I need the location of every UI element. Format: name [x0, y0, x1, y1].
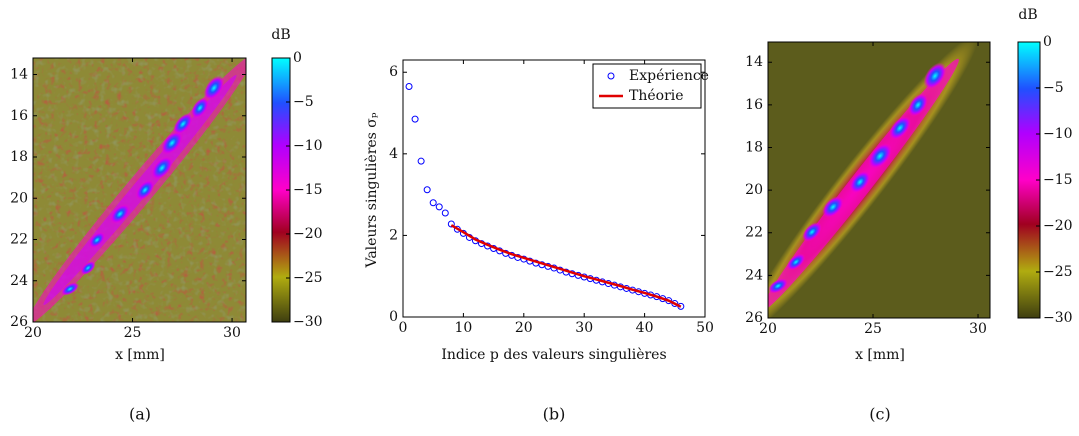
x-axis-label: x [mm]	[855, 347, 905, 363]
x-tick-label: 0	[399, 320, 408, 336]
x-tick-label: 30	[223, 325, 241, 341]
legend-box	[592, 63, 702, 109]
colorbar-tick-label: −25	[293, 270, 323, 286]
colorbar-title: dB	[271, 27, 290, 43]
caption: (a)	[129, 405, 151, 424]
y-axis-label: Valeurs singulières σₚ	[364, 112, 380, 268]
y-tick-label: 2	[389, 227, 398, 243]
y-tick-label: 24	[10, 273, 28, 289]
colorbar-tick-label: 0	[1043, 34, 1052, 50]
caption: (b)	[543, 405, 566, 424]
colorbar-tick-label: −20	[293, 226, 323, 242]
y-tick-label: 6	[389, 64, 398, 80]
y-tick-label: 22	[10, 232, 28, 248]
y-tick-label: 14	[745, 54, 763, 70]
x-tick-label: 40	[636, 320, 654, 336]
legend-label: Théorie	[629, 88, 684, 104]
heatmap-image	[33, 58, 246, 322]
colorbar-tick-label: −15	[1043, 172, 1073, 188]
y-tick-label: 0	[389, 309, 398, 325]
plot-frame	[402, 59, 706, 318]
y-tick-label: 26	[745, 310, 763, 326]
x-tick-label: 25	[864, 321, 882, 337]
colorbar-tick-label: −5	[293, 94, 314, 110]
y-tick-label: 18	[10, 149, 28, 165]
y-tick-label: 20	[745, 182, 763, 198]
y-tick-label: 16	[10, 108, 28, 124]
data-point	[417, 157, 425, 165]
theory-line	[450, 224, 682, 308]
legend-label: Expérience	[629, 68, 709, 84]
colorbar-tick-label: −30	[1043, 310, 1073, 326]
plot-frame	[767, 41, 991, 319]
data-point	[435, 203, 443, 211]
x-tick-label: 30	[575, 320, 593, 336]
colorbar-tick-label: −10	[293, 138, 323, 154]
y-tick-label: 20	[10, 190, 28, 206]
data-point	[429, 199, 437, 207]
legend-swatch	[607, 72, 615, 80]
colorbar-title: dB	[1018, 7, 1037, 23]
colorbar-tick-label: 0	[293, 50, 302, 66]
x-tick-label: 20	[759, 321, 777, 337]
y-tick-label: 26	[10, 314, 28, 330]
caption: (c)	[869, 405, 890, 424]
colorbar-tick-label: −30	[293, 314, 323, 330]
colorbar-tick-label: −5	[1043, 80, 1064, 96]
x-tick-label: 20	[515, 320, 533, 336]
plot-frame	[32, 57, 247, 323]
x-tick-label: 10	[454, 320, 472, 336]
y-tick-label: 18	[745, 139, 763, 155]
colorbar-tick-label: −25	[1043, 264, 1073, 280]
heatmap-image	[768, 42, 990, 318]
colorbar-tick-label: −10	[1043, 126, 1073, 142]
data-point	[423, 186, 431, 194]
data-point	[447, 220, 455, 228]
data-point	[405, 83, 413, 91]
y-tick-label: 24	[745, 267, 763, 283]
data-point	[441, 209, 449, 217]
x-tick-label: 30	[969, 321, 987, 337]
colorbar-tick-label: −15	[293, 182, 323, 198]
colorbar-tick-label: −20	[1043, 218, 1073, 234]
y-tick-label: 14	[10, 67, 28, 83]
y-tick-label: 22	[745, 225, 763, 241]
y-tick-label: 16	[745, 97, 763, 113]
y-tick-label: 4	[389, 146, 398, 162]
x-tick-label: 25	[124, 325, 142, 341]
x-tick-label: 20	[24, 325, 42, 341]
data-point	[411, 115, 419, 123]
x-axis-label: x [mm]	[115, 347, 165, 363]
x-axis-label: Indice p des valeurs singulières	[441, 347, 666, 363]
x-tick-label: 50	[696, 320, 714, 336]
